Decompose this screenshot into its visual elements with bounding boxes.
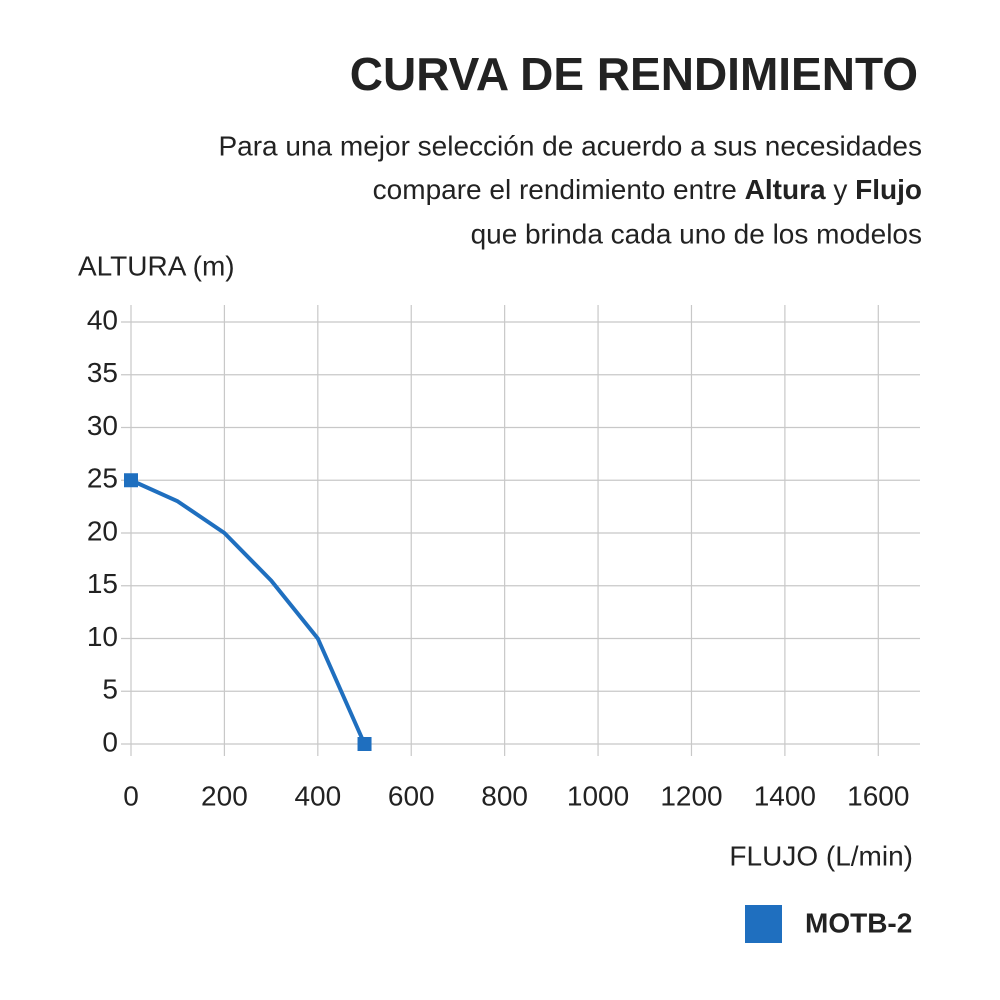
y-tick-label: 40 [87, 304, 118, 335]
subtitle-part: y [826, 174, 856, 205]
x-tick-label: 0 [123, 780, 139, 811]
subtitle-bold: Altura [745, 174, 826, 205]
y-tick-label: 10 [87, 621, 118, 652]
x-tick-label: 1200 [660, 780, 722, 811]
series-line [130, 478, 367, 745]
y-tick-label: 35 [87, 357, 118, 388]
x-tick-label: 1600 [847, 780, 909, 811]
x-tick-label: 800 [481, 780, 528, 811]
y-tick-label: 30 [87, 410, 118, 441]
x-tick-label: 200 [201, 780, 248, 811]
legend-label: MOTB-2 [805, 907, 912, 938]
subtitle: Para una mejor selección de acuerdo a su… [218, 130, 922, 161]
y-tick-label: 0 [102, 726, 118, 757]
legend-swatch [745, 905, 782, 943]
y-tick-label: 5 [102, 674, 118, 705]
y-tick-label: 15 [87, 568, 118, 599]
subtitle-bold: Flujo [855, 174, 922, 205]
x-tick-label: 1400 [754, 780, 816, 811]
point-marker [124, 473, 138, 488]
subtitle: compare el rendimiento entre Altura y Fl… [373, 174, 922, 205]
x-tick-label: 1000 [567, 780, 629, 811]
chart-title: CURVA DE RENDIMIENTO [350, 48, 918, 100]
point-marker [357, 737, 372, 751]
x-axis-label: FLUJO (L/min) [729, 840, 913, 871]
subtitle-part: compare el rendimiento entre [373, 174, 745, 205]
x-tick-label: 600 [388, 780, 435, 811]
y-tick-label: 25 [87, 463, 118, 494]
y-tick-label: 20 [87, 515, 118, 546]
y-axis-label: ALTURA (m) [78, 250, 235, 281]
subtitle: que brinda cada uno de los modelos [471, 218, 922, 249]
x-tick-label: 400 [294, 780, 341, 811]
